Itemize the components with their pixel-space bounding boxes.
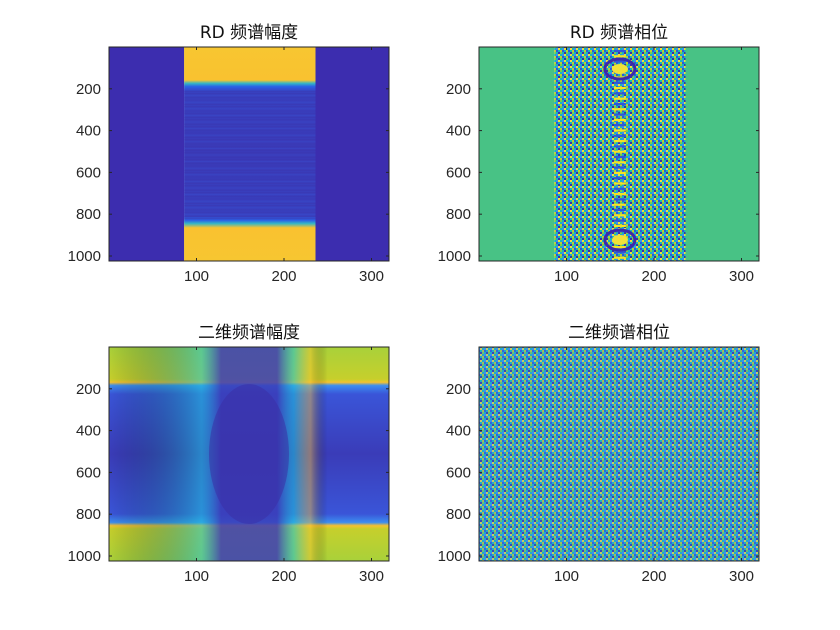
x-tick-label: 200 [641, 268, 666, 285]
y-tick-label: 800 [76, 506, 101, 523]
subplot-1: 100 200 300 200 400 600 800 1000 RD 频谱幅度 [68, 23, 390, 285]
heatmap-region-1 [479, 347, 759, 561]
axes-frame [108, 346, 390, 562]
phase-tint [479, 347, 759, 561]
heatmap-region-1 [109, 47, 185, 261]
y-tick-label: 800 [446, 206, 471, 223]
heatmap-region-3 [685, 47, 759, 261]
x-tick-label: 200 [271, 568, 296, 585]
heatmap-region-1 [479, 47, 555, 261]
y-tick-label: 200 [76, 81, 101, 98]
y-tick-label: 600 [446, 464, 471, 481]
x-tick-label: 300 [729, 268, 754, 285]
x-tick-label: 300 [729, 568, 754, 585]
y-tick-label: 400 [446, 123, 471, 140]
y-tick-label: 200 [446, 81, 471, 98]
heatmap-image [479, 47, 759, 261]
heatmap-image [109, 347, 389, 561]
y-tick-label: 400 [446, 423, 471, 440]
x-tick-label: 100 [554, 268, 579, 285]
x-tick-label: 300 [359, 568, 384, 585]
y-tick-label: 400 [76, 123, 101, 140]
y-tick-label: 800 [446, 506, 471, 523]
axes-frame [478, 346, 760, 562]
heatmap-region-7 [315, 47, 389, 261]
phase-ring-2 [603, 228, 637, 252]
subplot-title: RD 频谱相位 [570, 23, 668, 43]
x-tick-label: 200 [271, 268, 296, 285]
axes-frame [108, 46, 390, 262]
axes-frame [478, 46, 760, 262]
subplot-title: 二维频谱幅度 [198, 323, 300, 343]
subplot-title: RD 频谱幅度 [200, 23, 298, 43]
x-tick-label: 100 [184, 568, 209, 585]
y-tick-label: 600 [76, 464, 101, 481]
x-tick-label: 100 [184, 268, 209, 285]
phase-ring-1 [603, 57, 637, 81]
heatmap-image [479, 347, 759, 561]
amplitude-band [184, 47, 316, 261]
y-tick-label: 200 [446, 381, 471, 398]
y-tick-label: 400 [76, 423, 101, 440]
y-tick-label: 200 [76, 381, 101, 398]
amplitude-center-dip [209, 384, 289, 524]
y-tick-label: 1000 [68, 248, 101, 265]
y-tick-label: 1000 [438, 248, 471, 265]
subplot-3: 100 200 300 200 400 600 800 1000 二维频谱幅度 [68, 323, 390, 585]
subplot-title: 二维频谱相位 [568, 323, 670, 343]
y-tick-label: 1000 [438, 548, 471, 565]
subplot-2: 100 200 300 200 400 600 800 1000 RD 频谱相位 [438, 23, 760, 285]
x-tick-label: 300 [359, 268, 384, 285]
y-tick-label: 1000 [68, 548, 101, 565]
phase-ring-core-2 [611, 235, 628, 245]
x-tick-label: 200 [641, 568, 666, 585]
heatmap-image [109, 47, 389, 261]
subplot-4: 100 200 300 200 400 600 800 1000 二维频谱相位 [438, 323, 760, 585]
phase-ring-core-1 [611, 64, 628, 74]
y-tick-label: 800 [76, 206, 101, 223]
y-tick-label: 600 [76, 164, 101, 181]
x-tick-label: 100 [554, 568, 579, 585]
y-tick-label: 600 [446, 164, 471, 181]
